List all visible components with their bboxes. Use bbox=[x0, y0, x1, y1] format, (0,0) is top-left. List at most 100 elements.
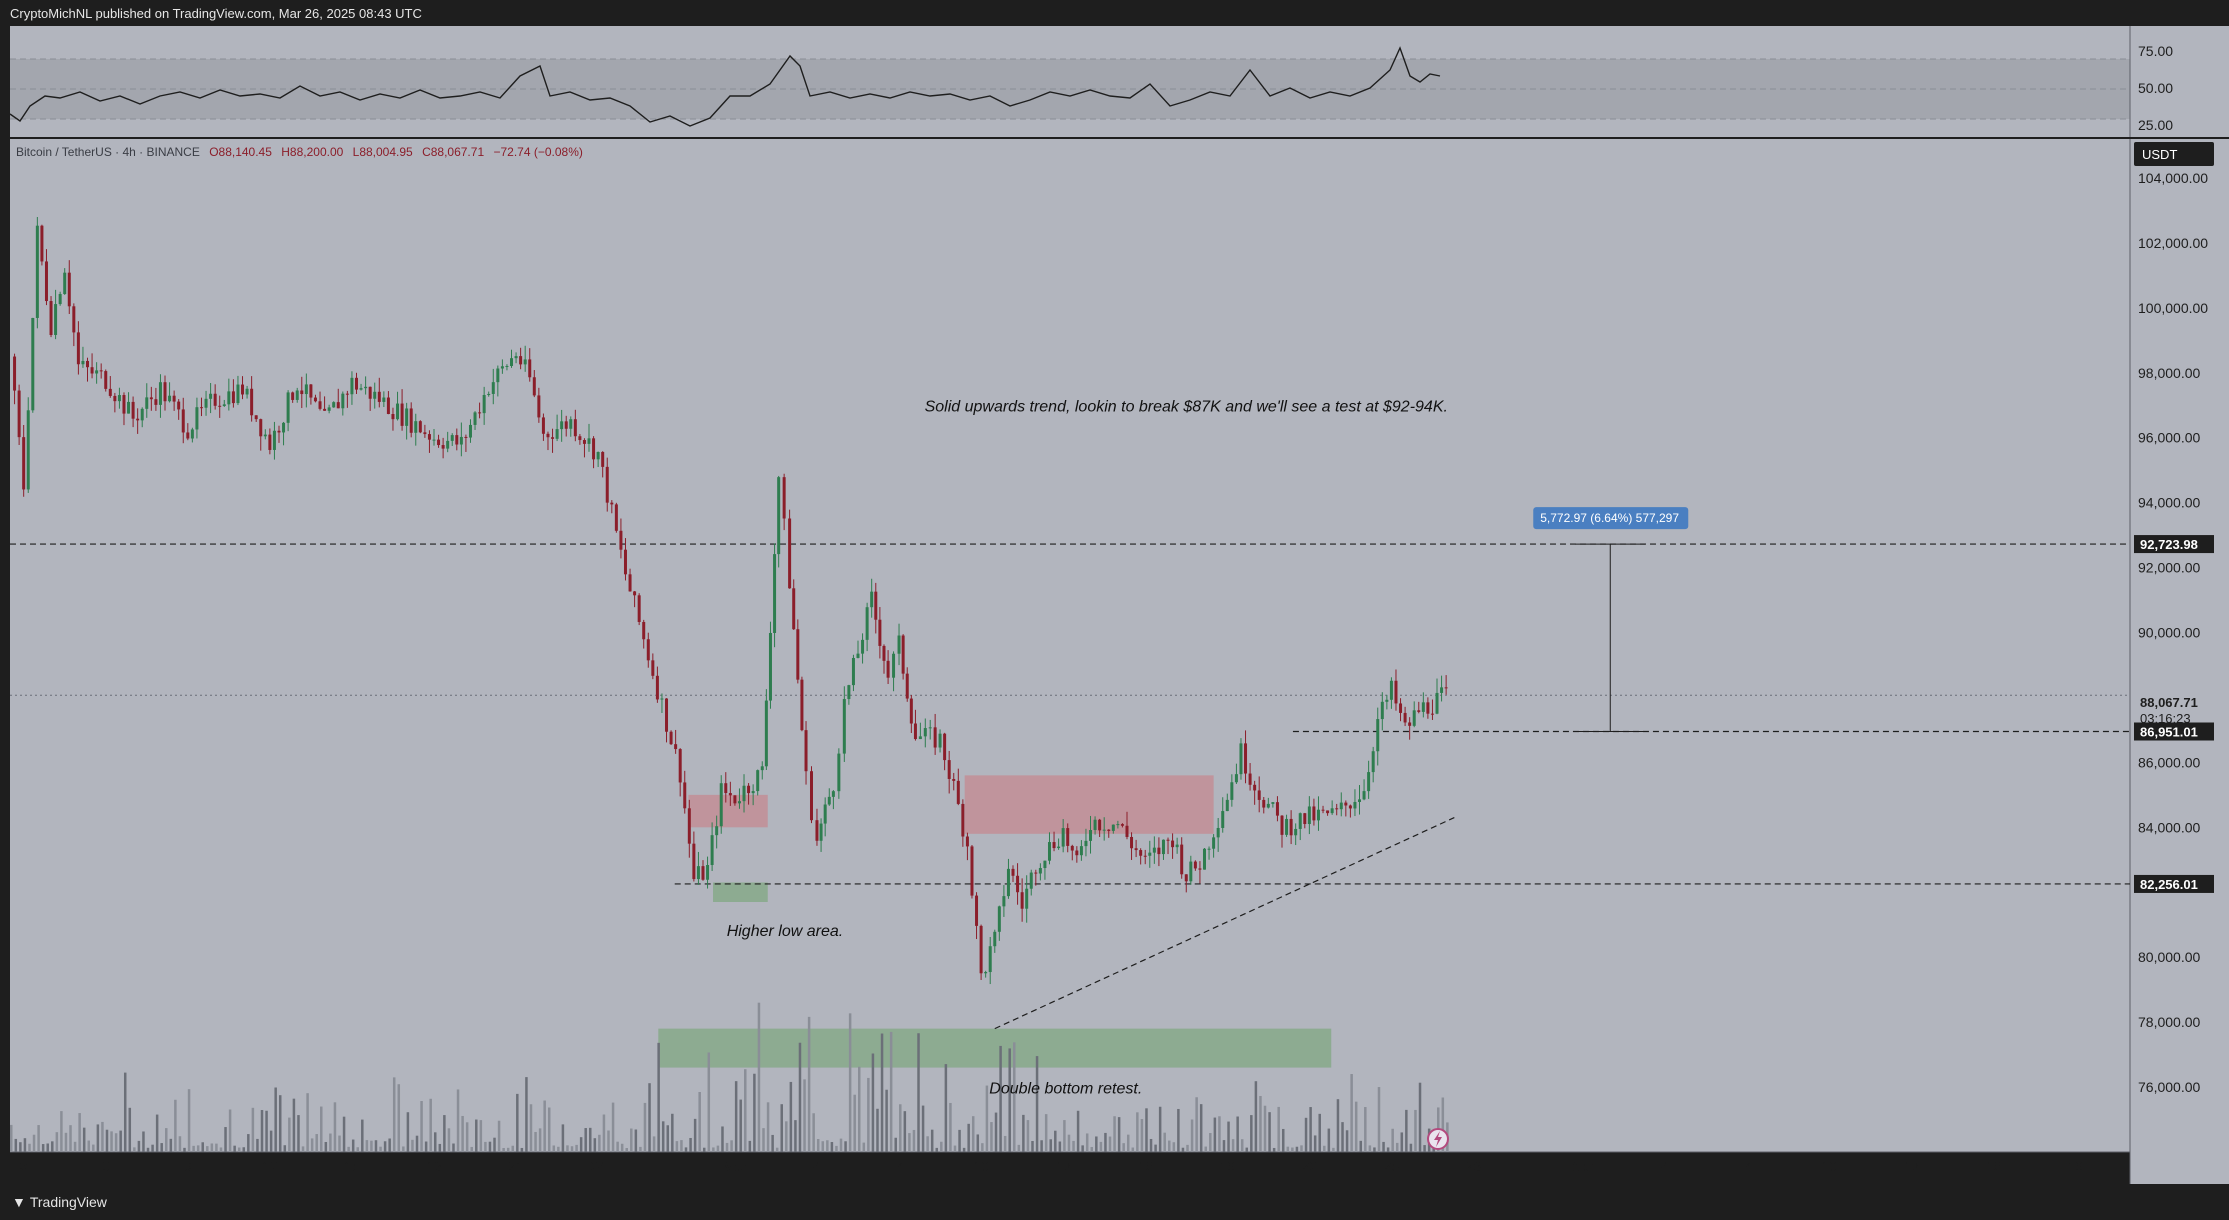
volume-bar bbox=[821, 1141, 825, 1152]
candle-body bbox=[1216, 827, 1220, 838]
currency-badge[interactable] bbox=[2134, 142, 2214, 166]
candle-body bbox=[1025, 888, 1029, 909]
candle-body bbox=[1180, 844, 1184, 875]
volume-bar bbox=[1318, 1113, 1321, 1152]
volume-bar bbox=[288, 1117, 291, 1152]
volume-bar bbox=[365, 1140, 369, 1152]
volume-bar bbox=[123, 1072, 127, 1152]
volume-bar bbox=[1067, 1134, 1071, 1152]
publisher-bar: CryptoMichNL published on TradingView.co… bbox=[0, 0, 2229, 26]
volume-bar bbox=[903, 1111, 907, 1152]
volume-bar bbox=[1341, 1122, 1344, 1152]
volume-bar bbox=[374, 1140, 378, 1152]
chart-area[interactable]: 75.00 50.00 25.00 104,000.00102,000.0010… bbox=[0, 26, 2229, 1184]
candle-body bbox=[756, 770, 760, 792]
candle-body bbox=[1326, 810, 1330, 814]
volume-bar bbox=[830, 1142, 834, 1152]
candle-body bbox=[1239, 743, 1243, 775]
volume-bar bbox=[324, 1141, 328, 1152]
volume-bar bbox=[529, 1104, 533, 1152]
candle-body bbox=[1225, 799, 1229, 812]
volume-bar bbox=[693, 1118, 697, 1152]
volume-bar bbox=[826, 1140, 829, 1152]
volume-bar bbox=[1423, 1145, 1426, 1152]
candle-body bbox=[272, 430, 276, 450]
candle-body bbox=[341, 393, 345, 409]
volume-bar bbox=[493, 1137, 496, 1152]
volume-bar bbox=[611, 1102, 615, 1152]
volume-bar bbox=[908, 1133, 911, 1152]
volume-bar bbox=[1113, 1116, 1116, 1152]
volume-bar bbox=[940, 1141, 943, 1152]
candle-body bbox=[108, 388, 112, 396]
volume-bar bbox=[785, 1121, 788, 1152]
volume-bar bbox=[506, 1147, 510, 1152]
volume-bar bbox=[438, 1143, 442, 1152]
candle-body bbox=[482, 394, 486, 414]
volume-bar bbox=[789, 1081, 793, 1152]
volume-bar bbox=[616, 1141, 619, 1152]
volume-bar bbox=[356, 1147, 359, 1152]
volume-bar bbox=[739, 1099, 742, 1152]
volume-bar bbox=[479, 1120, 483, 1152]
volume-bars bbox=[10, 1002, 1449, 1152]
candle-body bbox=[1116, 824, 1120, 826]
volume-bar bbox=[452, 1143, 455, 1152]
candle-body bbox=[1440, 687, 1444, 693]
time-tick: 24 bbox=[590, 1158, 606, 1174]
volume-bar bbox=[1044, 1114, 1048, 1152]
volume-bar bbox=[233, 1145, 236, 1152]
candle-body bbox=[1307, 806, 1311, 825]
candle-body bbox=[1166, 839, 1170, 841]
volume-bar bbox=[999, 1045, 1002, 1152]
candle-body bbox=[136, 418, 140, 421]
candle-body bbox=[715, 826, 719, 836]
candle-body bbox=[282, 422, 286, 433]
volume-bar bbox=[534, 1131, 537, 1152]
candle-body bbox=[1330, 808, 1334, 814]
volume-bar bbox=[971, 1116, 975, 1152]
candle-body bbox=[245, 388, 249, 395]
candle-body bbox=[1047, 842, 1051, 861]
candle-body bbox=[22, 437, 26, 490]
lightning-icon[interactable] bbox=[1427, 1128, 1449, 1150]
candle-body bbox=[209, 393, 213, 399]
candle-body bbox=[345, 393, 349, 395]
volume-bar bbox=[721, 1126, 724, 1152]
candle-body bbox=[642, 621, 646, 640]
volume-bar bbox=[1364, 1107, 1367, 1152]
volume-bar bbox=[269, 1130, 273, 1152]
volume-bar bbox=[1222, 1140, 1226, 1152]
volume-bar bbox=[1126, 1134, 1130, 1152]
volume-bar bbox=[912, 1129, 916, 1152]
candle-body bbox=[323, 408, 327, 411]
last-price-badge bbox=[2134, 691, 2214, 727]
tradingview-brand[interactable]: ▼ TradingView bbox=[12, 1194, 107, 1210]
candle-body bbox=[918, 736, 922, 740]
volume-bar bbox=[1076, 1110, 1080, 1152]
volume-bar bbox=[1400, 1132, 1404, 1152]
candle-body bbox=[768, 632, 772, 701]
volume-bar bbox=[78, 1113, 81, 1152]
candle-body bbox=[1020, 892, 1024, 909]
volume-bar bbox=[278, 1095, 282, 1152]
volume-bar bbox=[520, 1147, 524, 1152]
candle-body bbox=[505, 365, 509, 367]
price-tick: 100,000.00 bbox=[2138, 300, 2208, 316]
volume-bar bbox=[1395, 1142, 1399, 1152]
volume-bar bbox=[310, 1138, 314, 1152]
candle-body bbox=[1084, 840, 1088, 847]
volume-bar bbox=[488, 1141, 492, 1152]
candle-body bbox=[204, 398, 208, 408]
volume-bar bbox=[196, 1145, 200, 1152]
volume-bar bbox=[1104, 1132, 1107, 1152]
volume-bar bbox=[23, 1138, 27, 1152]
candle-body bbox=[1430, 713, 1434, 715]
candle-body bbox=[777, 477, 781, 555]
volume-bar bbox=[64, 1132, 68, 1152]
candle-body bbox=[1367, 772, 1371, 792]
measure-tool[interactable]: 5,772.97 (6.64%) 577,297 bbox=[1533, 507, 1689, 733]
candle-body bbox=[1111, 824, 1115, 831]
volume-bar bbox=[183, 1147, 186, 1152]
candle-body bbox=[800, 679, 804, 731]
